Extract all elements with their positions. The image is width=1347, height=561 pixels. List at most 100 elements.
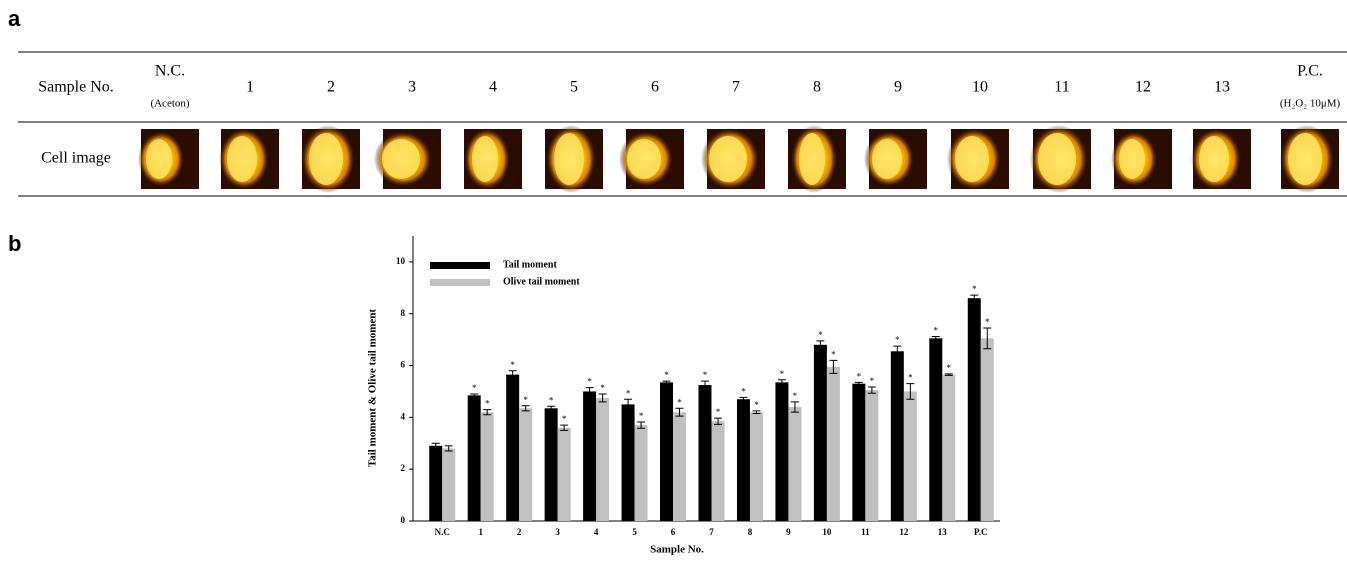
bar: [942, 375, 955, 521]
significance-mark: *: [780, 369, 785, 379]
x-tick-label: 9: [786, 527, 791, 537]
column-header: 2: [327, 79, 335, 96]
bar: [596, 398, 609, 521]
significance-mark: *: [985, 317, 990, 327]
row-label: Sample No.: [38, 79, 114, 96]
cell-image-head: [382, 139, 420, 179]
significance-mark: *: [947, 363, 952, 373]
bar: [506, 375, 519, 521]
y-tick-label: 0: [401, 515, 406, 525]
y-tick-label: 8: [401, 308, 406, 318]
legend-label: Olive tail moment: [503, 276, 580, 287]
significance-mark: *: [831, 349, 836, 359]
x-tick-label: 6: [671, 527, 676, 537]
bar: [545, 408, 558, 521]
significance-mark: *: [716, 407, 721, 417]
x-tick-label: 3: [555, 527, 560, 537]
column-header: 9: [894, 79, 902, 96]
bar: [673, 412, 686, 521]
column-header: 8: [813, 79, 821, 96]
legend-swatch: [430, 262, 490, 269]
x-tick-label: 13: [938, 527, 948, 537]
significance-mark: *: [818, 330, 823, 340]
column-header: P.C.: [1297, 63, 1323, 80]
x-axis-label: Sample No.: [650, 544, 704, 556]
significance-mark: *: [677, 397, 682, 407]
cell-image-head: [627, 139, 661, 179]
x-tick-label: 7: [709, 527, 714, 537]
significance-mark: *: [741, 386, 746, 396]
column-header: 10: [972, 79, 988, 96]
significance-mark: *: [664, 370, 669, 380]
x-tick-label: 4: [594, 527, 599, 537]
cell-image-head: [1199, 136, 1229, 182]
significance-mark: *: [908, 373, 913, 383]
bar: [558, 428, 571, 521]
significance-mark: *: [857, 371, 862, 381]
bar: [904, 391, 917, 521]
chart: 0 2 4 6 8 10 Sample No. Tail moment & Olive tai…: [367, 236, 1000, 556]
bar: [622, 404, 635, 521]
bar: [852, 384, 865, 521]
cell-image-head: [872, 139, 902, 179]
cell-image-head: [227, 136, 257, 182]
row-label: Cell image: [41, 150, 111, 167]
bar: [929, 338, 942, 521]
column-header: 11: [1054, 79, 1069, 96]
column-header: 3: [408, 79, 416, 96]
bar: [660, 382, 673, 521]
bar: [814, 345, 827, 521]
column-header: 1: [246, 79, 254, 96]
bar: [750, 412, 763, 521]
x-tick-label: 2: [517, 527, 522, 537]
x-tick-label: 11: [861, 527, 870, 537]
column-header: 4: [489, 79, 497, 96]
significance-mark: *: [703, 370, 708, 380]
cell-image-head: [955, 136, 989, 182]
bar: [481, 412, 494, 521]
bar: [968, 298, 981, 521]
cell-image-head: [1038, 133, 1076, 185]
significance-mark: *: [934, 326, 939, 336]
significance-mark: *: [600, 383, 605, 393]
cell-image-head: [146, 139, 172, 179]
cell-image-head: [1288, 133, 1322, 185]
x-tick-label: 10: [822, 527, 832, 537]
error-bar: [470, 394, 478, 397]
column-header: 7: [732, 79, 740, 96]
bar: [712, 421, 725, 521]
cell-image-head: [709, 136, 747, 182]
y-axis-label: Tail moment & Olive tail moment: [367, 309, 379, 467]
column-subheader: (Aceton): [150, 98, 189, 110]
column-header: 5: [570, 79, 578, 96]
significance-mark: *: [895, 335, 900, 345]
x-tick-label: P.C: [974, 527, 987, 537]
bar: [699, 385, 712, 521]
bar: [737, 399, 750, 521]
significance-mark: *: [639, 411, 644, 421]
significance-mark: *: [626, 388, 631, 398]
bar: [442, 448, 455, 521]
column-subheader: (H₂O₂ 10μM): [1280, 98, 1341, 110]
significance-mark: *: [754, 400, 759, 410]
x-tick-label: N.C: [435, 527, 450, 537]
y-tick-label: 4: [401, 411, 406, 421]
x-tick-label: 1: [478, 527, 483, 537]
legend-label: Tail moment: [503, 259, 557, 270]
cell-image-head: [309, 133, 343, 185]
significance-mark: *: [472, 383, 477, 393]
bar: [891, 351, 904, 521]
x-tick-label: 5: [632, 527, 637, 537]
significance-mark: *: [793, 391, 798, 401]
cell-image-head: [1119, 139, 1145, 179]
cell-image-head: [554, 133, 584, 185]
figure: a b Sample No. Cell image N.C.(Aceton)12…: [0, 0, 1347, 561]
bar: [788, 407, 801, 521]
panel-label: a: [8, 6, 21, 31]
x-tick-label: 12: [899, 527, 909, 537]
significance-mark: *: [870, 376, 875, 386]
significance-mark: *: [510, 360, 515, 370]
panel-label: b: [8, 231, 21, 256]
column-header: 12: [1135, 79, 1151, 96]
significance-mark: *: [562, 414, 567, 424]
